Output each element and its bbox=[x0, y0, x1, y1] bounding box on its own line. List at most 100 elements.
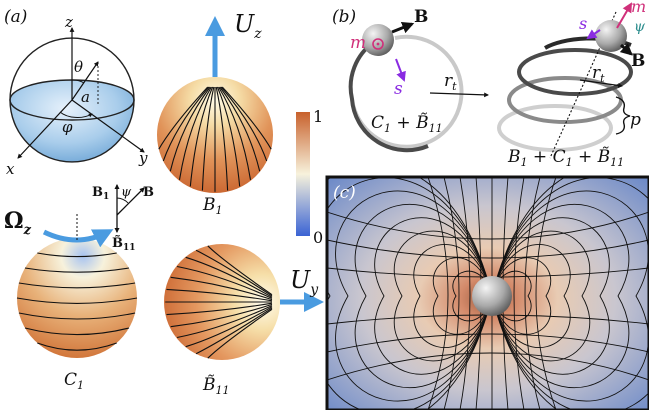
swim-direction-arrow-left bbox=[395, 58, 406, 82]
sphere-c1 bbox=[16, 238, 138, 358]
rotation-omega-arrow bbox=[42, 229, 114, 248]
b1-streamline bbox=[169, 86, 211, 172]
field-line bbox=[491, 243, 571, 349]
field-line bbox=[443, 177, 460, 410]
c1-streamline bbox=[24, 327, 130, 336]
moment-m-label-right: m bbox=[631, 0, 646, 16]
c1-streamline bbox=[37, 252, 117, 258]
moment-out-of-page-icon bbox=[372, 38, 384, 50]
moment-m-arrow-right bbox=[616, 2, 633, 29]
field-line bbox=[491, 230, 591, 362]
b1-streamline bbox=[219, 86, 261, 172]
frame-psi-label: ψ bbox=[121, 185, 132, 200]
colorbar bbox=[296, 112, 310, 236]
b11-streamline bbox=[166, 302, 273, 316]
field-line bbox=[354, 203, 493, 389]
phi-label: φ bbox=[62, 118, 73, 136]
field-line bbox=[491, 217, 610, 375]
psi-label-right: ψ bbox=[634, 19, 646, 35]
c1-streamline bbox=[18, 312, 136, 320]
b11-streamline bbox=[185, 256, 273, 298]
b11-streamline bbox=[166, 288, 273, 302]
radius-rt-label-left: rt bbox=[444, 71, 457, 93]
pitch-p-label: p bbox=[630, 110, 641, 130]
field-line bbox=[491, 177, 649, 410]
c1-caption: C1 bbox=[64, 370, 84, 392]
field-line bbox=[432, 257, 493, 335]
b1-streamline bbox=[158, 86, 209, 150]
velocity-uz-label: Uz bbox=[234, 10, 262, 42]
b1-streamline bbox=[220, 86, 268, 162]
frame-diagram bbox=[114, 183, 145, 234]
axis-y-label: y bbox=[138, 149, 148, 167]
field-line bbox=[327, 352, 649, 381]
sphere-b1 bbox=[157, 77, 273, 193]
c1-streamline bbox=[18, 282, 136, 289]
swim-direction-arrow-right bbox=[586, 29, 601, 40]
field-b-arrow-left bbox=[391, 21, 415, 34]
b1-streamline bbox=[178, 86, 212, 180]
theta-label: θ bbox=[74, 58, 83, 76]
b11-streamline bbox=[176, 305, 273, 339]
sphere-b11 bbox=[164, 244, 280, 360]
field-line bbox=[491, 270, 532, 322]
field-line bbox=[374, 217, 493, 375]
rotation-omega-label: Ωz bbox=[4, 208, 32, 238]
field-line bbox=[459, 177, 471, 410]
colorbar-min-label: 0 bbox=[313, 228, 323, 247]
field-b-label-left: B bbox=[414, 7, 428, 27]
particle-sphere bbox=[472, 276, 512, 316]
axis-z-label: z bbox=[64, 13, 73, 31]
trajectory-circle bbox=[348, 34, 489, 153]
field-line bbox=[513, 177, 525, 410]
b11-caption: B̃11 bbox=[202, 375, 230, 397]
frame-b11-label: B̃11 bbox=[112, 235, 136, 253]
field-line bbox=[327, 211, 649, 240]
field-line bbox=[335, 190, 493, 402]
field-line bbox=[393, 230, 493, 362]
b1-streamline bbox=[162, 86, 210, 162]
field-line bbox=[327, 239, 649, 259]
radius-label: a bbox=[81, 88, 90, 106]
panel-b-label: (b) bbox=[332, 7, 356, 27]
b1-streamline bbox=[201, 86, 215, 191]
b1-streamline bbox=[221, 86, 272, 150]
b1-streamline bbox=[216, 86, 241, 187]
field-line bbox=[452, 270, 493, 322]
b11-streamline bbox=[185, 306, 273, 348]
c1-streamline bbox=[37, 342, 117, 351]
b1-streamline bbox=[215, 86, 229, 191]
formula-right: B1 + C1 + B̃11 bbox=[507, 147, 624, 169]
b1-streamline bbox=[189, 86, 214, 187]
c1-streamline bbox=[24, 267, 130, 273]
moment-m-label-left: m bbox=[350, 33, 366, 53]
field-line bbox=[427, 177, 449, 410]
field-line bbox=[491, 203, 630, 389]
axis-x-label: x bbox=[6, 160, 15, 178]
swim-s-label-left: s bbox=[394, 79, 403, 99]
b11-streamline bbox=[176, 265, 273, 299]
frame-b-label: B bbox=[143, 185, 154, 200]
field-b-arrow-right bbox=[619, 43, 633, 56]
field-line bbox=[327, 177, 493, 410]
streamline-panel bbox=[325, 175, 649, 410]
radius-rt-label-right: rt bbox=[592, 63, 605, 85]
field-line bbox=[524, 177, 541, 410]
b11-streamline bbox=[207, 308, 273, 359]
formula-left: C1 + B̃11 bbox=[371, 113, 443, 135]
b11-streamline bbox=[195, 249, 273, 297]
colorbar-max-label: 1 bbox=[313, 107, 323, 126]
panel-a-label: (a) bbox=[4, 7, 27, 27]
b11-streamline bbox=[207, 245, 273, 296]
swimmer-left bbox=[362, 24, 394, 56]
b11-streamline bbox=[170, 303, 273, 328]
field-line bbox=[535, 177, 557, 410]
field-line bbox=[491, 257, 552, 335]
velocity-uy-label: Uy bbox=[290, 266, 319, 298]
field-b-label-right: B bbox=[631, 51, 645, 71]
field-line bbox=[413, 243, 493, 349]
c1-streamline bbox=[16, 297, 138, 304]
field-line bbox=[327, 333, 649, 353]
b1-streamline bbox=[218, 86, 252, 180]
